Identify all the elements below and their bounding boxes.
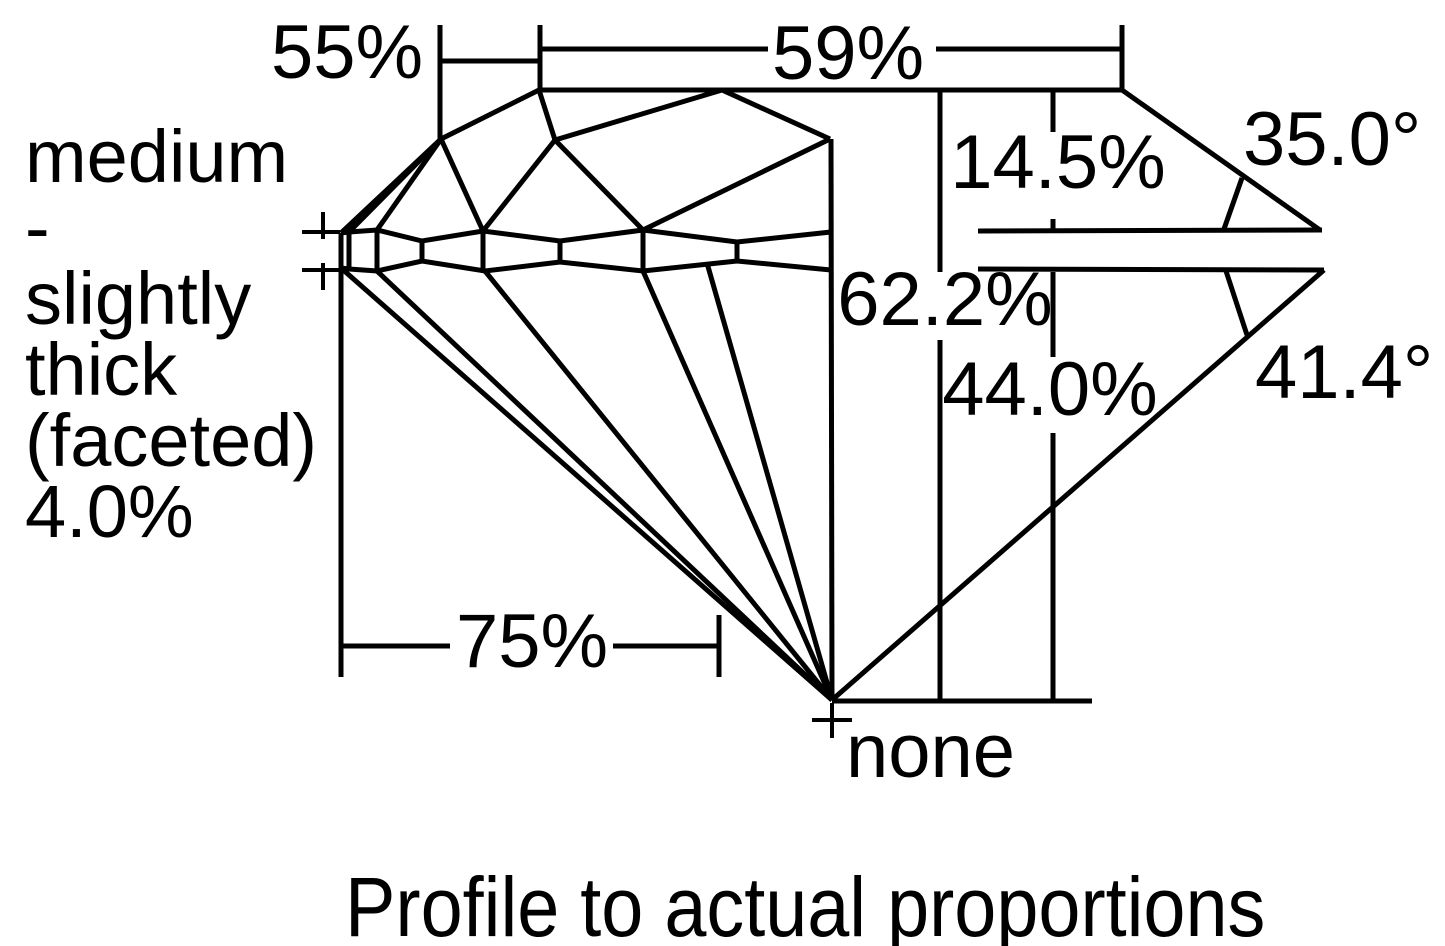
girdle-line: - [25,186,50,269]
girdle-line: medium [25,115,289,198]
pavilion-facets [339,262,1326,702]
caption: Profile to actual proportions [345,860,1266,946]
crosshair-marks [302,212,852,738]
label-girdle-description: medium - slightly thick (faceted) 4.0% [25,115,318,553]
label-table-width: 59% [772,11,925,96]
girdle-line: (faceted) [25,399,318,482]
label-crown-height: 14.5% [950,120,1166,205]
label-star-length: 55% [271,10,424,95]
label-culet: none [846,709,1016,794]
label-pavilion-depth: 44.0% [942,347,1158,432]
label-lower-girdle-length: 75% [455,599,609,684]
dimension-lines [338,25,1125,704]
girdle-line: slightly [25,257,252,340]
label-total-depth: 62.2% [837,257,1053,342]
label-crown-angle: 35.0° [1243,97,1422,182]
girdle-line: thick [25,328,178,411]
label-pavilion-angle: 41.4° [1255,330,1434,415]
angle-ticks [1221,177,1250,336]
girdle-line: 4.0% [25,470,194,553]
